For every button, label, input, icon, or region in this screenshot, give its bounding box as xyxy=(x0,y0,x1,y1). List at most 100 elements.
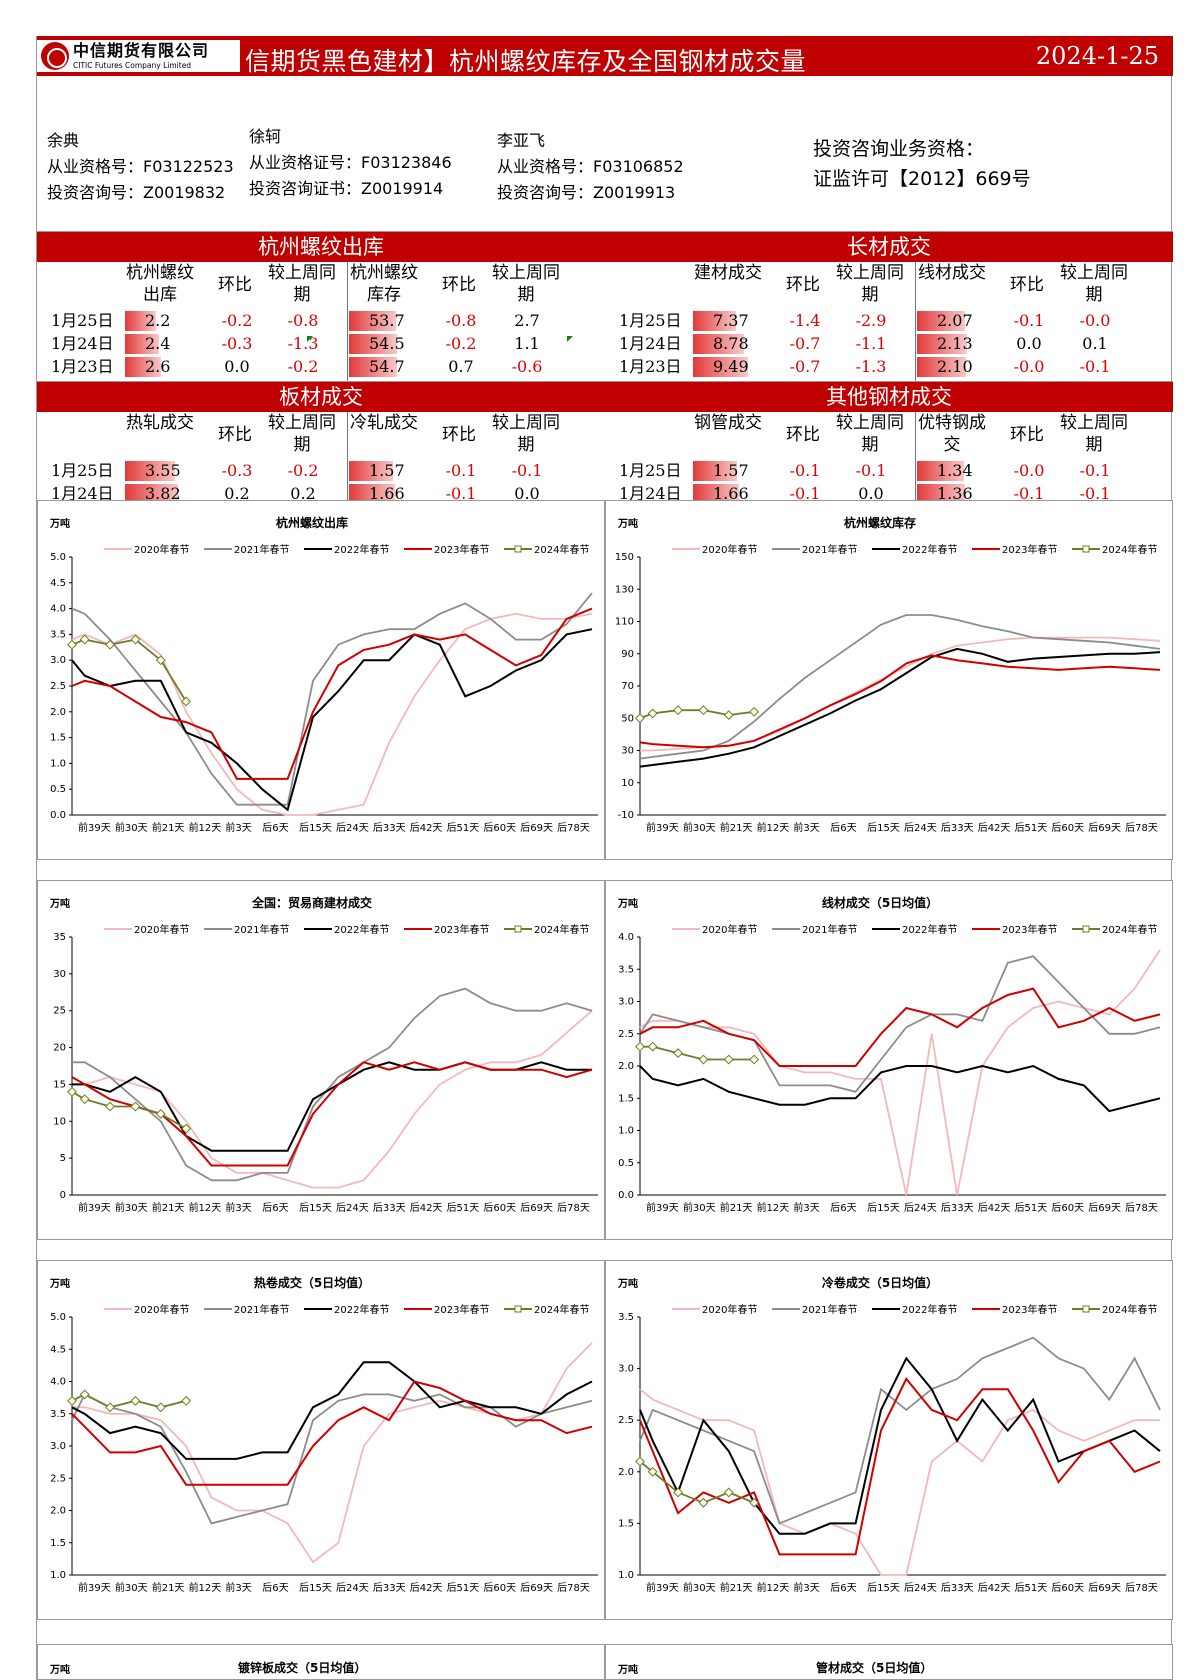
long_steel-value-bar xyxy=(693,357,749,377)
chart-title: 冷卷成交（5日均值） xyxy=(822,1275,938,1290)
chart-4: 万吨 热卷成交（5日均值） 2020年春节 2021年春节 2022年春节 2023年春节… xyxy=(37,1260,605,1620)
legend-label: 2021年春节 xyxy=(802,923,857,936)
x-tick-label: 前39天 xyxy=(78,1581,111,1594)
chart-bottom-1: 万吨 管材成交（5日均值） xyxy=(605,1644,1173,1680)
series-point xyxy=(67,1086,77,1097)
legend-label: 2023年春节 xyxy=(1002,1303,1057,1316)
x-tick-label: 后42天 xyxy=(410,822,443,834)
x-tick-label: 后51天 xyxy=(447,822,480,834)
rebar_out-row-date: 1月25日 xyxy=(51,311,114,330)
x-tick-label: 后69天 xyxy=(520,822,553,834)
other-value: 1.66 xyxy=(713,484,749,503)
series-point xyxy=(749,706,760,717)
series-line xyxy=(72,1061,592,1152)
y-tick-label: 150 xyxy=(615,552,634,563)
y-tick-label: 4.5 xyxy=(50,578,66,589)
rebar_out-change: -0.2 xyxy=(221,311,253,330)
x-tick-label: 后78天 xyxy=(557,822,590,834)
series-line xyxy=(71,638,187,702)
chart-svg: 万吨 全国：贸易商建材成交 2020年春节 2021年春节 2022年春节 2023年春节… xyxy=(49,895,598,1214)
rebar_out-change: 0.0 xyxy=(224,357,250,376)
x-tick-label: 后24天 xyxy=(904,1202,937,1214)
x-tick-label: 前39天 xyxy=(78,821,111,834)
x-tick-label: 前3天 xyxy=(793,821,819,834)
plate-col-header: 环比 xyxy=(442,425,476,445)
plate-change: -0.1 xyxy=(445,484,477,503)
long_steel-value-bar xyxy=(917,311,966,331)
long_steel-change: -0.0 xyxy=(1013,357,1045,376)
other-value: 1.36 xyxy=(937,484,973,503)
series-line xyxy=(639,647,1161,768)
x-tick-label: 前30天 xyxy=(683,1581,716,1594)
x-tick-label: 后15天 xyxy=(867,1202,900,1214)
y-tick-label: 3.5 xyxy=(50,1409,66,1420)
x-tick-label: 后60天 xyxy=(1051,1202,1084,1214)
series-point xyxy=(105,1402,115,1413)
analyst-1: 余典 从业资格号：F03122523 投资咨询号：Z0019832 xyxy=(47,128,234,206)
plate-col-header: 较上周同期 xyxy=(268,413,336,455)
other-change: -0.1 xyxy=(789,484,821,503)
x-tick-label: 后60天 xyxy=(483,822,516,834)
long_steel-header: 长材成交 xyxy=(605,232,1173,262)
long_steel-value: 8.78 xyxy=(713,334,749,353)
x-tick-label: 后24天 xyxy=(336,822,369,834)
x-tick-label: 后78天 xyxy=(1125,1202,1158,1214)
long_steel-col-header: 线材成交 xyxy=(918,263,986,283)
series-point xyxy=(181,1123,192,1134)
chart-unit: 万吨 xyxy=(618,1665,638,1676)
rebar_out-row-date: 1月24日 xyxy=(51,334,114,353)
series-line xyxy=(639,614,1161,760)
series-point xyxy=(673,705,683,716)
x-tick-label: 后33天 xyxy=(941,1582,974,1594)
x-tick-label: 前39天 xyxy=(646,1201,679,1214)
other-value-bar xyxy=(693,461,737,481)
long_steel-col-header: 环比 xyxy=(1010,275,1044,295)
rebar_out-value-bar xyxy=(125,334,159,354)
rebar_out-col-header: 环比 xyxy=(218,275,252,295)
long_steel-value-bar xyxy=(917,357,966,377)
y-tick-label: 4.0 xyxy=(618,932,634,943)
plate-change: -0.1 xyxy=(511,461,543,480)
analyst-license: 从业资格证号：F03123846 xyxy=(249,153,452,172)
y-tick-label: 1.5 xyxy=(618,1093,634,1104)
rebar_out-table: 杭州螺纹出库 环比 较上周同期 杭州螺纹库存 环比 较上周同期 1月25日 2.2 53.7 -0… xyxy=(37,262,605,382)
plate-value: 3.82 xyxy=(145,484,181,503)
x-tick-label: 后6天 xyxy=(262,822,288,834)
y-tick-label: 110 xyxy=(615,617,634,628)
legend-label: 2020年春节 xyxy=(134,923,189,936)
series-point xyxy=(647,1466,658,1477)
plate-value: 1.57 xyxy=(369,461,405,480)
x-tick-label: 后51天 xyxy=(1015,1202,1048,1214)
x-tick-label: 前21天 xyxy=(720,1581,753,1594)
analyst-2: 徐轲 从业资格证号：F03123846 投资咨询证书：Z0019914 xyxy=(249,124,452,202)
chart-svg: 万吨 热卷成交（5日均值） 2020年春节 2021年春节 2022年春节 2023年春节… xyxy=(49,1275,598,1594)
chart-unit: 万吨 xyxy=(49,897,70,910)
long_steel-change: 0.0 xyxy=(1016,334,1042,353)
rebar_out-divider xyxy=(347,262,348,382)
chart-0: 万吨 杭州螺纹出库 2020年春节 2021年春节 2022年春节 2023年春节 2024… xyxy=(37,500,605,860)
x-tick-label: 前30天 xyxy=(683,1201,716,1214)
x-tick-label: 前3天 xyxy=(793,1201,819,1214)
y-tick-label: 1.0 xyxy=(618,1570,634,1581)
other-col-header: 环比 xyxy=(786,425,820,445)
long_steel-value-bar xyxy=(693,311,736,331)
y-tick-label: 2.5 xyxy=(618,1415,634,1426)
y-tick-label: 35 xyxy=(53,932,66,943)
series-line xyxy=(640,1045,755,1061)
plate-value-bar xyxy=(349,484,396,504)
rebar_out-value: 2.4 xyxy=(145,334,171,353)
series-point xyxy=(723,1487,734,1498)
legend-marker xyxy=(1082,1305,1090,1313)
x-tick-label: 后6天 xyxy=(830,1582,856,1594)
y-tick-label: 3.0 xyxy=(618,997,634,1008)
legend-label: 2024年春节 xyxy=(534,1303,589,1316)
y-tick-label: 1.0 xyxy=(50,758,66,769)
x-tick-label: 后69天 xyxy=(1088,1582,1121,1594)
other-col-header: 较上周同期 xyxy=(1060,413,1128,455)
chart-title: 杭州螺纹库存 xyxy=(844,515,916,530)
x-tick-label: 前30天 xyxy=(115,1201,148,1214)
chart-svg: 万吨 冷卷成交（5日均值） 2020年春节 2021年春节 2022年春节 2023年春节… xyxy=(617,1275,1166,1594)
series-point xyxy=(67,1395,77,1406)
chart-3: 万吨 线材成交（5日均值） 2020年春节 2021年春节 2022年春节 2023年春节… xyxy=(605,880,1173,1240)
analyst-license: 从业资格号：F03106852 xyxy=(497,157,684,176)
